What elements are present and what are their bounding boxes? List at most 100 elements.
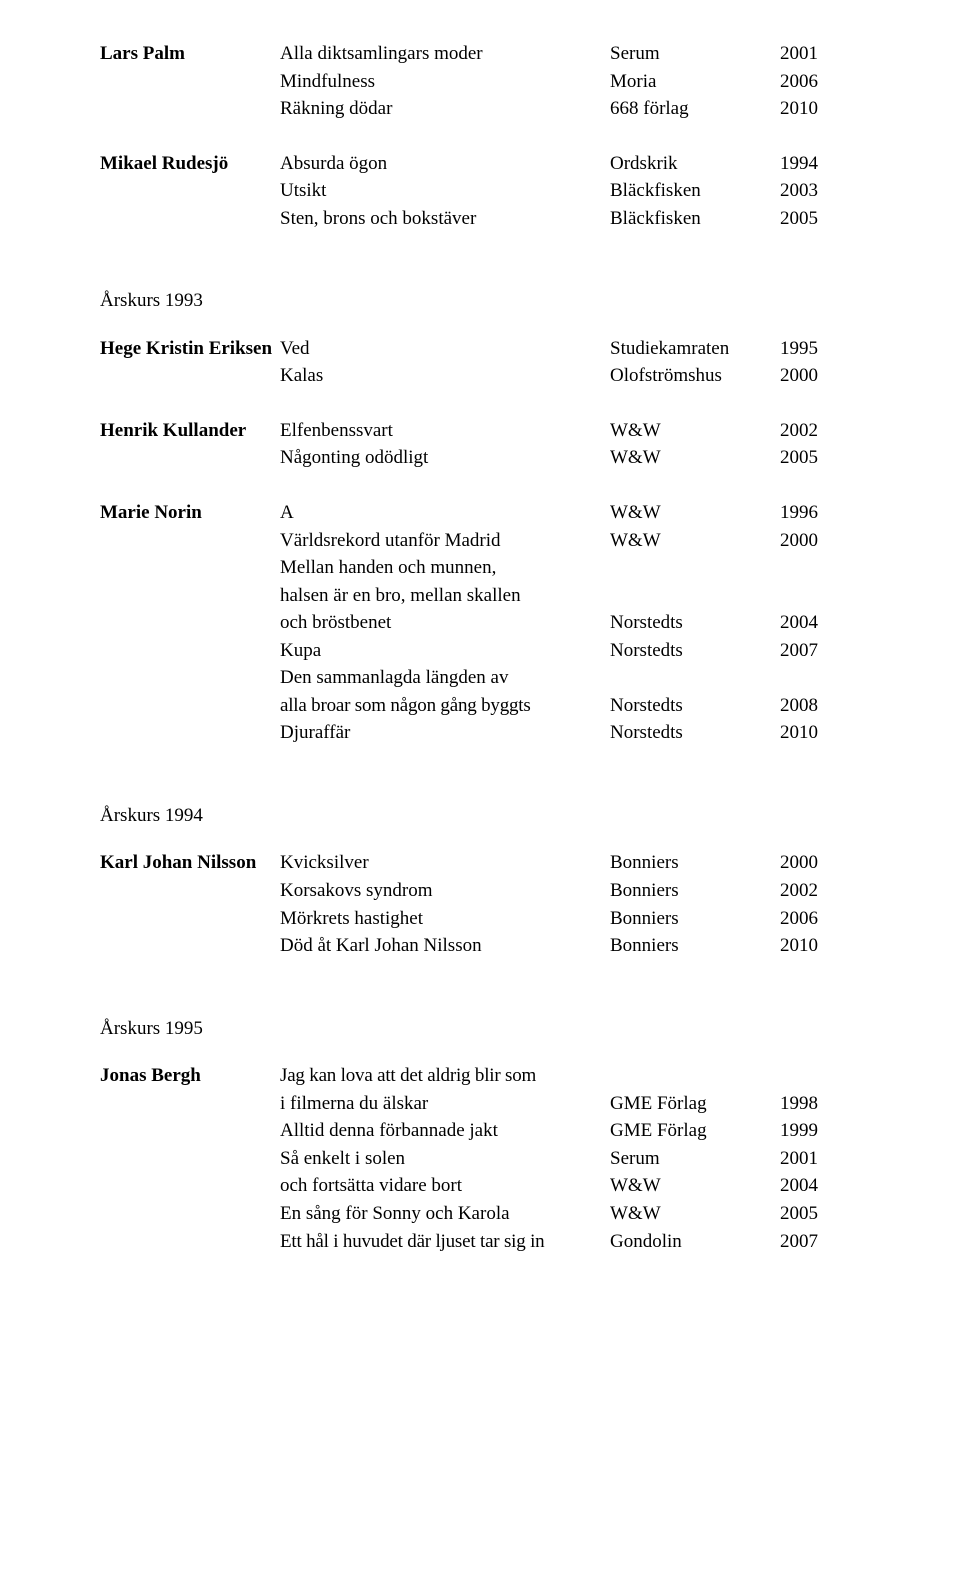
table-row: Någonting odödligt W&W 2005 [100, 444, 860, 472]
year: 2004 [780, 609, 840, 637]
table-row: Marie Norin A W&W 1996 [100, 499, 860, 527]
year: 1996 [780, 499, 840, 527]
year: 2003 [780, 177, 840, 205]
year [780, 554, 840, 582]
work-title: Kupa [280, 637, 610, 665]
publisher: GME Förlag [610, 1090, 780, 1118]
year: 2005 [780, 444, 840, 472]
year: 2004 [780, 1172, 840, 1200]
publisher: W&W [610, 1200, 780, 1228]
work-title: En sång för Sonny och Karola [280, 1200, 610, 1228]
table-row: Alltid denna förbannade jakt GME Förlag … [100, 1117, 860, 1145]
year: 2000 [780, 527, 840, 555]
table-row: och fortsätta vidare bort W&W 2004 [100, 1172, 860, 1200]
table-row: Sten, brons och bokstäver Bläckfisken 20… [100, 205, 860, 233]
table-row: Kupa Norstedts 2007 [100, 637, 860, 665]
table-row: Utsikt Bläckfisken 2003 [100, 177, 860, 205]
table-row: Karl Johan Nilsson Kvicksilver Bonniers … [100, 849, 860, 877]
publisher: W&W [610, 417, 780, 445]
year: 2005 [780, 1200, 840, 1228]
author-name: Henrik Kullander [100, 417, 280, 445]
page-content: Lars Palm Alla diktsamlingars moder Seru… [0, 0, 960, 1295]
year: 2001 [780, 1145, 840, 1173]
work-title: Kvicksilver [280, 849, 610, 877]
year: 1995 [780, 335, 840, 363]
publisher: W&W [610, 444, 780, 472]
table-row: Räkning dödar 668 förlag 2010 [100, 95, 860, 123]
year [780, 664, 840, 692]
table-row: Mindfulness Moria 2006 [100, 68, 860, 96]
table-row: Jonas Bergh Jag kan lova att det aldrig … [100, 1062, 860, 1090]
year: 2010 [780, 932, 840, 960]
author-name: Mikael Rudesjö [100, 150, 280, 178]
work-title: A [280, 499, 610, 527]
publisher: Norstedts [610, 692, 780, 720]
work-title: Så enkelt i solen [280, 1145, 610, 1173]
work-title: halsen är en bro, mellan skallen [280, 582, 610, 610]
publisher: Bonniers [610, 932, 780, 960]
table-row: i filmerna du älskar GME Förlag 1998 [100, 1090, 860, 1118]
work-title: Sten, brons och bokstäver [280, 205, 610, 233]
work-title: och fortsätta vidare bort [280, 1172, 610, 1200]
publisher: Studiekamraten [610, 335, 780, 363]
year: 1999 [780, 1117, 840, 1145]
table-row: Den sammanlagda längden av [100, 664, 860, 692]
publisher: Serum [610, 1145, 780, 1173]
year: 1994 [780, 150, 840, 178]
work-title: Alltid denna förbannade jakt [280, 1117, 610, 1145]
table-row: Kalas Olofströmshus 2000 [100, 362, 860, 390]
publisher: W&W [610, 527, 780, 555]
publisher [610, 664, 780, 692]
spacer [100, 472, 860, 499]
publisher: Moria [610, 68, 780, 96]
author-name: Karl Johan Nilsson [100, 849, 280, 877]
work-title: Absurda ögon [280, 150, 610, 178]
work-title: Alla diktsamlingars moder [280, 40, 610, 68]
year: 2000 [780, 849, 840, 877]
year: 2002 [780, 417, 840, 445]
table-row: alla broar som någon gång byggts Norsted… [100, 692, 860, 720]
table-row: Världsrekord utanför Madrid W&W 2000 [100, 527, 860, 555]
author-name: Marie Norin [100, 499, 280, 527]
work-title: Korsakovs syndrom [280, 877, 610, 905]
work-title: Ett hål i huvudet där ljuset tar sig in [280, 1228, 610, 1256]
publisher: Norstedts [610, 609, 780, 637]
publisher: Bonniers [610, 877, 780, 905]
work-title: Ved [280, 335, 610, 363]
publisher [610, 554, 780, 582]
year: 2000 [780, 362, 840, 390]
work-title: Utsikt [280, 177, 610, 205]
author-name: Hege Kristin Eriksen [100, 335, 280, 363]
table-row: Död åt Karl Johan Nilsson Bonniers 2010 [100, 932, 860, 960]
year: 2007 [780, 1228, 840, 1256]
spacer [100, 390, 860, 417]
table-row: Mikael Rudesjö Absurda ögon Ordskrik 199… [100, 150, 860, 178]
year: 2005 [780, 205, 840, 233]
publisher [610, 582, 780, 610]
publisher: Bläckfisken [610, 205, 780, 233]
publisher: Bonniers [610, 905, 780, 933]
year: 2002 [780, 877, 840, 905]
table-row: Ett hål i huvudet där ljuset tar sig in … [100, 1228, 860, 1256]
publisher: Norstedts [610, 637, 780, 665]
author-name: Jonas Bergh [100, 1062, 280, 1090]
section-heading: Årskurs 1995 [100, 1015, 860, 1043]
table-row: och bröstbenet Norstedts 2004 [100, 609, 860, 637]
spacer [100, 123, 860, 150]
table-row: Mellan handen och munnen, [100, 554, 860, 582]
work-title: Kalas [280, 362, 610, 390]
work-title: i filmerna du älskar [280, 1090, 610, 1118]
publisher: Ordskrik [610, 150, 780, 178]
work-title: Den sammanlagda längden av [280, 664, 610, 692]
publisher: Olofströmshus [610, 362, 780, 390]
table-row: Så enkelt i solen Serum 2001 [100, 1145, 860, 1173]
work-title: Räkning dödar [280, 95, 610, 123]
table-row: halsen är en bro, mellan skallen [100, 582, 860, 610]
year: 2007 [780, 637, 840, 665]
year: 2006 [780, 68, 840, 96]
work-title: och bröstbenet [280, 609, 610, 637]
section-heading: Årskurs 1993 [100, 287, 860, 315]
work-title: Elfenbenssvart [280, 417, 610, 445]
work-title: Mellan handen och munnen, [280, 554, 610, 582]
year [780, 582, 840, 610]
